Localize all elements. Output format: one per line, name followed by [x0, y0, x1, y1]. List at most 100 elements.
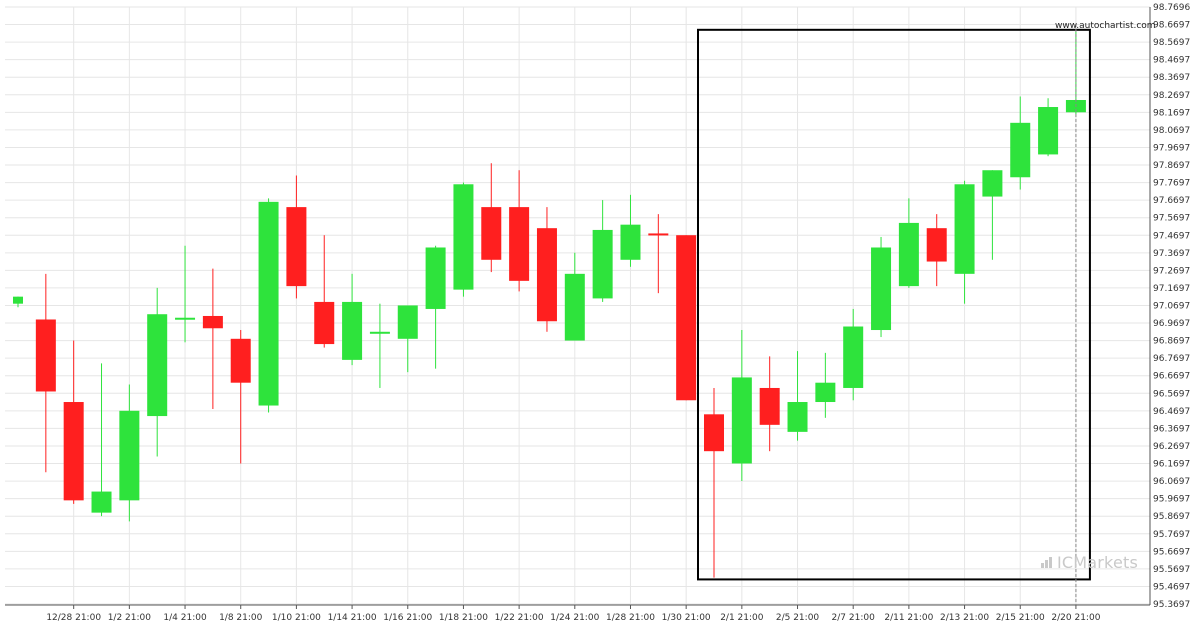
candle-down [202, 268, 223, 410]
candle-up [258, 198, 279, 413]
candle-body [954, 184, 975, 274]
candle-down [536, 207, 557, 332]
candle-up [1010, 96, 1031, 190]
y-tick-label: 95.6697 [1153, 547, 1190, 557]
candle-up [564, 252, 585, 341]
y-tick-label: 97.9697 [1153, 143, 1190, 153]
x-tick-label: 1/8 21:00 [219, 613, 263, 623]
y-tick-label: 96.5697 [1153, 389, 1190, 399]
candle-up [1038, 98, 1059, 157]
candle-body [314, 301, 335, 345]
candle-body [230, 338, 251, 383]
candle-up [397, 305, 418, 373]
y-tick-label: 96.9697 [1153, 319, 1190, 329]
candle-up [147, 287, 168, 457]
x-tick-label: 2/1 21:00 [720, 613, 764, 623]
candle-up [369, 303, 390, 388]
candle-up [954, 180, 975, 304]
watermark-text: ICMarkets [1056, 553, 1138, 572]
y-tick-label: 95.3697 [1153, 600, 1190, 610]
candle-body [982, 170, 1003, 197]
x-tick-label: 1/24 21:00 [550, 613, 599, 623]
candle-down [676, 235, 697, 401]
candle-body [397, 305, 418, 339]
y-tick-label: 95.5697 [1153, 565, 1190, 575]
candle-body [620, 224, 641, 260]
y-tick-label: 95.9697 [1153, 495, 1190, 505]
candle-body [1038, 107, 1059, 155]
candle-body [815, 382, 836, 403]
candle-up [175, 245, 196, 343]
candle-body [536, 228, 557, 322]
x-tick-label: 1/14 21:00 [328, 613, 377, 623]
candle-up [731, 330, 752, 482]
candle-body [676, 235, 697, 401]
y-tick-label: 98.6697 [1153, 21, 1190, 31]
x-tick-label: 1/2 21:00 [108, 613, 152, 623]
candle-body [592, 229, 613, 299]
candle-up [620, 194, 641, 267]
candle-body [787, 402, 808, 432]
x-axis-ticks: 12/28 21:00 1/2 21:00 1/4 21:00 1/8 21:00 1/… [46, 613, 1100, 623]
candle-body [843, 326, 864, 388]
overlays [697, 24, 1091, 605]
pattern-box [697, 28, 1091, 581]
y-tick-label: 97.2697 [1153, 266, 1190, 276]
y-tick-label: 96.2697 [1153, 442, 1190, 452]
candle-up [898, 198, 919, 288]
candle-down [63, 340, 84, 504]
candle-down [314, 235, 335, 348]
candle-body [509, 207, 530, 281]
y-tick-label: 96.6697 [1153, 372, 1190, 382]
y-tick-label: 98.1697 [1153, 108, 1190, 118]
x-tick-label: 1/18 21:00 [439, 613, 488, 623]
candle-down [926, 214, 947, 287]
candle-down [35, 273, 56, 473]
y-tick-label: 98.2697 [1153, 91, 1190, 101]
candle-down [648, 214, 669, 294]
x-tick-label: 2/13 21:00 [940, 613, 989, 623]
y-tick-label: 96.7697 [1153, 354, 1190, 364]
candle-up [871, 236, 892, 338]
broker-watermark: ICMarkets [1040, 553, 1138, 572]
y-tick-label: 97.8697 [1153, 161, 1190, 171]
x-tick-label: 1/30 21:00 [662, 613, 711, 623]
candle-down [759, 356, 780, 452]
x-tick-label: 1/4 21:00 [163, 613, 207, 623]
y-tick-label: 97.0697 [1153, 301, 1190, 311]
candle-body [119, 410, 140, 501]
candle-down [286, 175, 307, 299]
y-tick-label: 97.7697 [1153, 179, 1190, 189]
x-tick-label: 12/28 21:00 [46, 613, 101, 623]
candle-body [202, 315, 223, 329]
y-axis-ticks: 98.7696 98.6697 98.5697 98.4697 98.3697 98.26… [1153, 3, 1190, 610]
candle-down [509, 170, 530, 292]
candle-body [871, 247, 892, 331]
bars-icon [1040, 557, 1053, 568]
candle-up [453, 182, 474, 297]
y-tick-label: 97.6697 [1153, 196, 1190, 206]
candle-up [787, 351, 808, 441]
candle-body [759, 387, 780, 425]
candle-body [926, 228, 947, 262]
candle-up [425, 245, 446, 369]
candle-body [648, 233, 669, 236]
candle-body [481, 207, 502, 260]
y-tick-label: 95.7697 [1153, 530, 1190, 540]
candle-up [982, 170, 1003, 260]
y-tick-label: 98.0697 [1153, 126, 1190, 136]
candle-body [342, 301, 363, 360]
x-tick-label: 1/22 21:00 [495, 613, 544, 623]
candle-body [425, 247, 446, 309]
candle-down [230, 330, 251, 464]
candle-down [481, 163, 502, 273]
y-tick-label: 96.0697 [1153, 477, 1190, 487]
y-tick-label: 98.4697 [1153, 56, 1190, 66]
y-tick-label: 97.5697 [1153, 214, 1190, 224]
y-tick-label: 96.4697 [1153, 407, 1190, 417]
candle-body [369, 331, 390, 334]
y-tick-label: 95.4697 [1153, 582, 1190, 592]
candle-body [91, 491, 112, 513]
y-tick-label: 98.3697 [1153, 73, 1190, 83]
